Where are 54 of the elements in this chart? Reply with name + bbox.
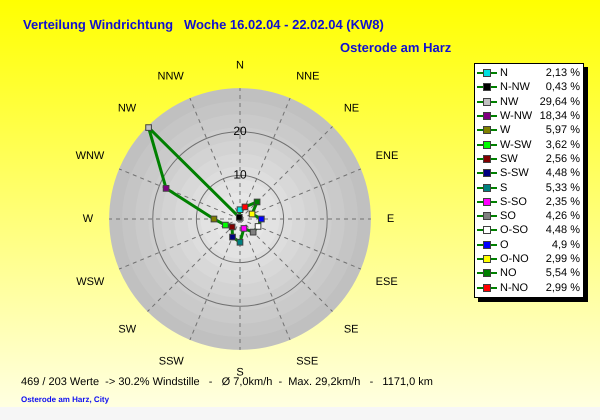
text: 2,99 % [546, 253, 580, 265]
text: O-SO [500, 224, 528, 236]
text: N-NO [500, 282, 528, 294]
spoke-label: W [82, 213, 94, 226]
text: 469 / 203 Werte -> 30.2% Windstille - Ø 7,0km/h - Max. 29,2km/h - 1171,0 km [21, 376, 433, 388]
chart-subtitle: Osterode am Harz [340, 40, 452, 55]
text: SO [500, 210, 516, 222]
text: 4,26 % [546, 210, 580, 222]
text: O [500, 238, 509, 251]
text: 2,56 % [546, 152, 580, 165]
spoke-label: E [386, 213, 394, 226]
text: 2,99 % [546, 282, 580, 294]
spoke-label: SE [344, 323, 359, 336]
spoke-label: ESE [376, 276, 398, 288]
spoke-label: NNE [296, 70, 320, 83]
text: 4,48 % [546, 224, 580, 236]
text: 5,33 % [546, 182, 580, 194]
y-tick-label: 10 [233, 168, 247, 182]
text: S-SW [500, 167, 529, 180]
spoke-label: NE [344, 102, 360, 115]
spoke-label: WNW [76, 150, 105, 162]
text: 18,34 % [540, 110, 580, 122]
spoke-label: ENE [376, 150, 398, 162]
text: 5,54 % [546, 267, 580, 280]
spoke-label: S [236, 366, 244, 378]
text: 2,13 % [546, 67, 580, 80]
spoke-label: NNW [158, 70, 184, 83]
text: 0,43 % [546, 81, 580, 94]
text: 29,64 % [540, 96, 580, 108]
text: W-NW [500, 110, 532, 122]
spoke-label: N [236, 60, 244, 72]
spoke-label: SSW [158, 355, 184, 368]
text: S-SO [500, 196, 527, 208]
text: 4,9 % [552, 238, 580, 251]
text: W-SW [500, 138, 532, 151]
y-tick-label: 20 [233, 124, 247, 138]
spoke-label: SW [118, 323, 137, 336]
text: N-NW [500, 81, 530, 94]
text: NW [500, 96, 518, 108]
spoke-label: NW [118, 102, 137, 115]
spoke-label: SSE [296, 355, 318, 368]
text: Osterode am Harz, City [21, 395, 110, 404]
text: S [500, 182, 508, 194]
text: N [500, 67, 508, 80]
text: 5,97 % [546, 124, 580, 136]
text: W [500, 124, 510, 136]
text: 3,62 % [546, 138, 580, 151]
text: O-NO [500, 253, 529, 265]
text: SW [500, 152, 518, 165]
text: 2,35 % [546, 196, 580, 208]
text: NO [500, 267, 516, 280]
chart-title: Verteilung Windrichtung Woche 16.02.04 - 22.02.04 (KW8) [23, 17, 384, 32]
spoke-label: WSW [76, 276, 105, 288]
text: 4,48 % [546, 167, 580, 180]
